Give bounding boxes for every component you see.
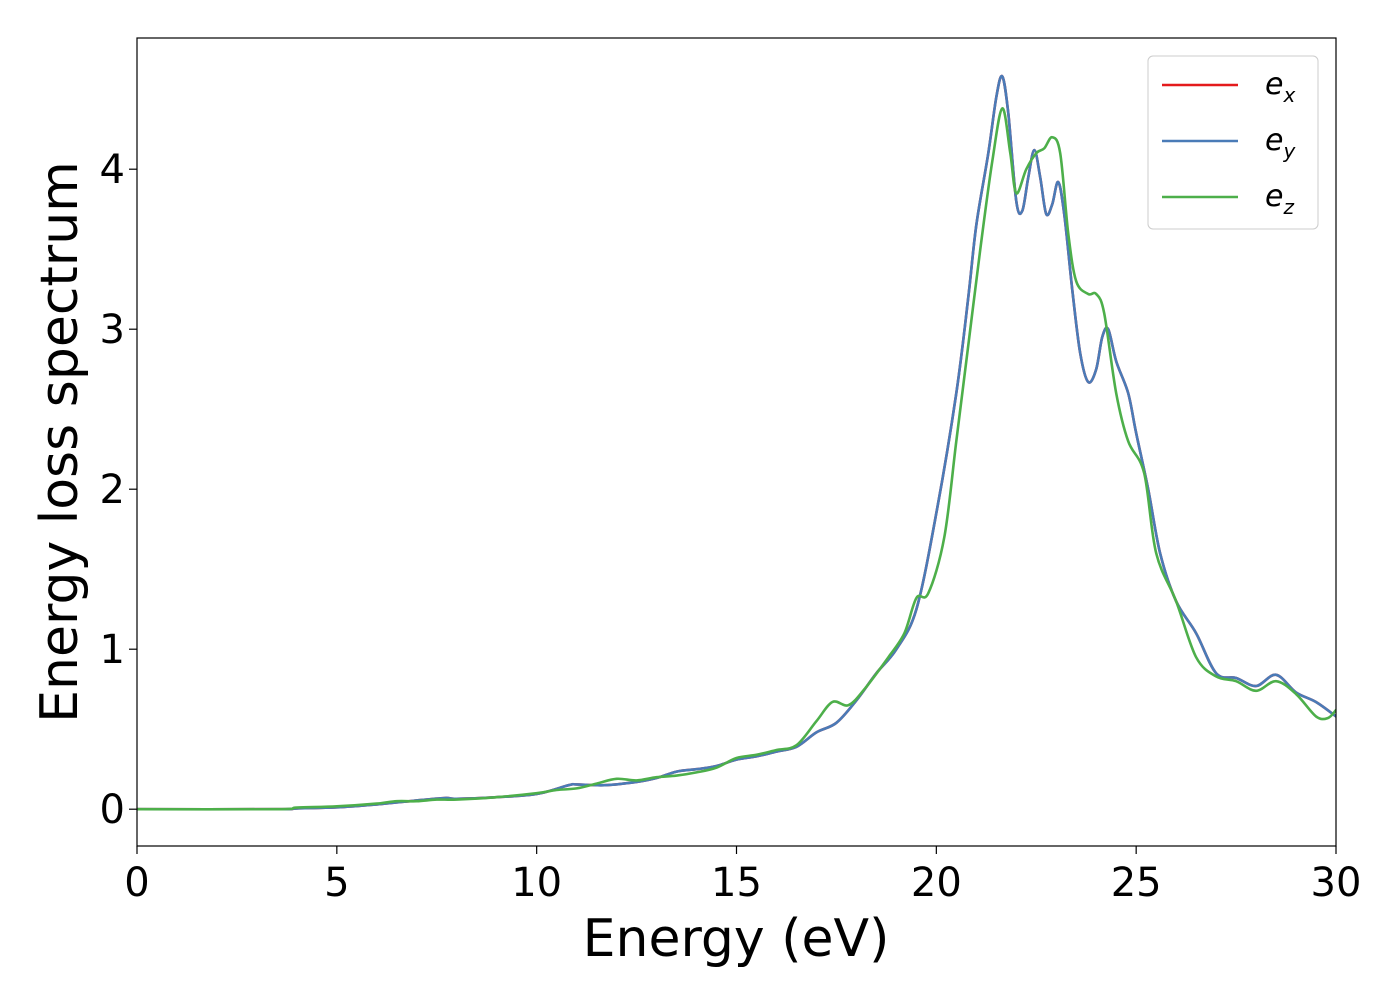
x-tick-label: 5 (324, 860, 349, 906)
legend: ex ey ez (1147, 55, 1319, 230)
series-line-e-y (137, 74, 1336, 811)
y-axis-title: Energy loss spectrum (30, 161, 90, 723)
y-tick-label: 2 (100, 467, 125, 513)
x-tick-label: 20 (911, 860, 962, 906)
legend-label-e-y: ey (1265, 123, 1296, 163)
legend-label-e-x: ex (1265, 67, 1295, 107)
x-tick-label: 0 (124, 860, 149, 906)
x-tick-label: 30 (1311, 860, 1362, 906)
x-tick-label: 25 (1111, 860, 1162, 906)
y-tick-label: 0 (100, 787, 125, 833)
series-line-e-z (137, 107, 1336, 811)
legend-box (1147, 55, 1319, 230)
x-tick-label: 10 (511, 860, 562, 906)
y-axis-ticks: 0 1 2 3 4 (100, 147, 137, 833)
x-axis-title: Energy (eV) (583, 909, 890, 969)
legend-label-e-z: ez (1265, 179, 1294, 219)
series-layer (137, 74, 1336, 811)
y-tick-label: 3 (100, 307, 125, 353)
x-axis-ticks: 0 5 10 15 20 25 30 (124, 846, 1361, 906)
y-tick-label: 4 (100, 147, 125, 193)
y-tick-label: 1 (100, 627, 125, 673)
x-tick-label: 15 (711, 860, 762, 906)
